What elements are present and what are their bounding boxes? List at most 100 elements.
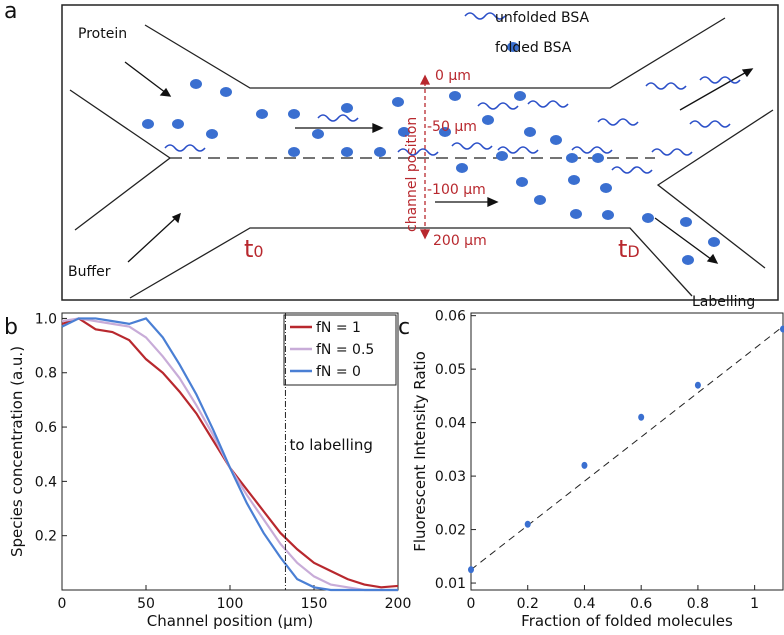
molecule-wave — [651, 148, 693, 156]
molecule-wave — [571, 146, 613, 154]
legend-label: fN = 1 — [316, 320, 361, 336]
x-tick-label: 100 — [217, 596, 244, 612]
molecule-dot — [374, 147, 386, 157]
molecule-dot — [682, 255, 694, 265]
molecule-dot — [680, 217, 692, 227]
molecule-dot — [592, 153, 604, 163]
x-tick-label: 0 — [58, 596, 67, 612]
molecule-dot — [142, 119, 154, 129]
x-tick-label: 0.6 — [630, 596, 652, 612]
position-label: -100 µm — [427, 182, 486, 198]
position-axis-label: channel position — [404, 117, 420, 232]
molecule-dot — [256, 109, 268, 119]
molecule-dot — [341, 147, 353, 157]
y-tick-label: 0.8 — [35, 366, 57, 382]
molecule-dot — [550, 135, 562, 145]
y-tick-label: 0.03 — [435, 469, 466, 485]
inlet-label: Buffer — [68, 264, 111, 280]
molecule-dot — [516, 177, 528, 187]
molecule-dot — [288, 147, 300, 157]
molecule-wave — [164, 144, 206, 152]
y-tick-label: 0.2 — [35, 529, 57, 545]
position-label: 200 µm — [433, 233, 487, 249]
position-axis — [419, 74, 431, 240]
x-tick-label: 0.4 — [573, 596, 595, 612]
y-tick-label: 1.0 — [35, 311, 57, 327]
folded-molecules — [142, 42, 720, 265]
panel-label: c — [398, 315, 410, 340]
y-axis-label: Fluorescent Intensity Ratio — [411, 351, 429, 552]
x-axis-label: Fraction of folded molecules — [521, 612, 733, 630]
molecule-dot — [449, 91, 461, 101]
molecule-wave — [611, 166, 653, 174]
molecule-dot — [514, 91, 526, 101]
molecule-wave — [699, 76, 741, 84]
molecule-dot — [392, 97, 404, 107]
molecule-wave — [317, 114, 359, 122]
molecule-wave — [689, 120, 731, 128]
molecule-wave — [477, 102, 519, 110]
x-tick-label: 0.8 — [687, 596, 709, 612]
molecule-wave — [597, 118, 639, 126]
scatter-point — [638, 413, 645, 421]
panel-frame — [61, 4, 779, 301]
x-tick-label: 1 — [750, 596, 759, 612]
scatter-point — [780, 325, 784, 333]
molecule-wave — [397, 148, 439, 156]
molecule-dot — [568, 175, 580, 185]
scatter-point — [524, 520, 531, 528]
legend-label: folded BSA — [495, 40, 572, 56]
molecule-wave — [451, 142, 493, 150]
scatter-point — [581, 461, 588, 469]
x-axis-label: Channel position (µm) — [147, 612, 313, 630]
y-tick-label: 0.4 — [35, 474, 57, 490]
legend-label: unfolded BSA — [495, 10, 589, 26]
position-label: -50 µm — [427, 119, 477, 135]
time-label: t0 — [244, 235, 264, 263]
molecule-wave — [497, 146, 539, 154]
inlet-label: Protein — [78, 26, 127, 42]
outlet-label: Labelling — [692, 294, 755, 310]
molecule-dot — [602, 210, 614, 220]
molecule-dot — [566, 153, 578, 163]
y-tick-label: 0.6 — [35, 420, 57, 436]
molecule-dot — [398, 127, 410, 137]
molecule-dot — [439, 127, 451, 137]
line-series — [61, 317, 398, 592]
molecule-wave — [527, 100, 569, 108]
arrows — [124, 61, 754, 264]
molecule-dot — [600, 183, 612, 193]
y-tick-label: 0.01 — [435, 576, 466, 592]
line-series — [61, 317, 398, 592]
molecule-dot — [172, 119, 184, 129]
molecule-dot — [570, 209, 582, 219]
fit-line — [470, 325, 784, 571]
molecule-wave — [645, 82, 687, 90]
x-tick-label: 150 — [301, 596, 328, 612]
x-tick-label: 0.2 — [517, 596, 539, 612]
channel — [69, 17, 774, 299]
y-axis-label: Species concentration (a.u.) — [8, 346, 26, 557]
molecule-dot — [288, 109, 300, 119]
scatter-point — [468, 566, 474, 574]
molecule-dot — [507, 42, 519, 52]
molecule-dot — [312, 129, 324, 139]
y-tick-label: 0.02 — [435, 523, 466, 539]
legend-label: fN = 0.5 — [316, 342, 374, 358]
molecule-dot — [220, 87, 232, 97]
molecule-dot — [206, 129, 218, 139]
molecule-dot — [190, 79, 202, 89]
plot-frame — [470, 312, 784, 591]
panel-label: a — [4, 0, 17, 24]
position-label: 0 µm — [435, 68, 471, 84]
molecule-wave — [464, 12, 506, 20]
molecule-dot — [708, 237, 720, 247]
panel-label: b — [4, 315, 18, 340]
molecule-dot — [642, 213, 654, 223]
annotation-label: to labelling — [289, 436, 372, 454]
y-tick-label: 0.05 — [435, 362, 466, 378]
x-tick-label: 200 — [385, 596, 412, 612]
molecule-dot — [534, 195, 546, 205]
molecule-dot — [496, 151, 508, 161]
molecule-dot — [524, 127, 536, 137]
